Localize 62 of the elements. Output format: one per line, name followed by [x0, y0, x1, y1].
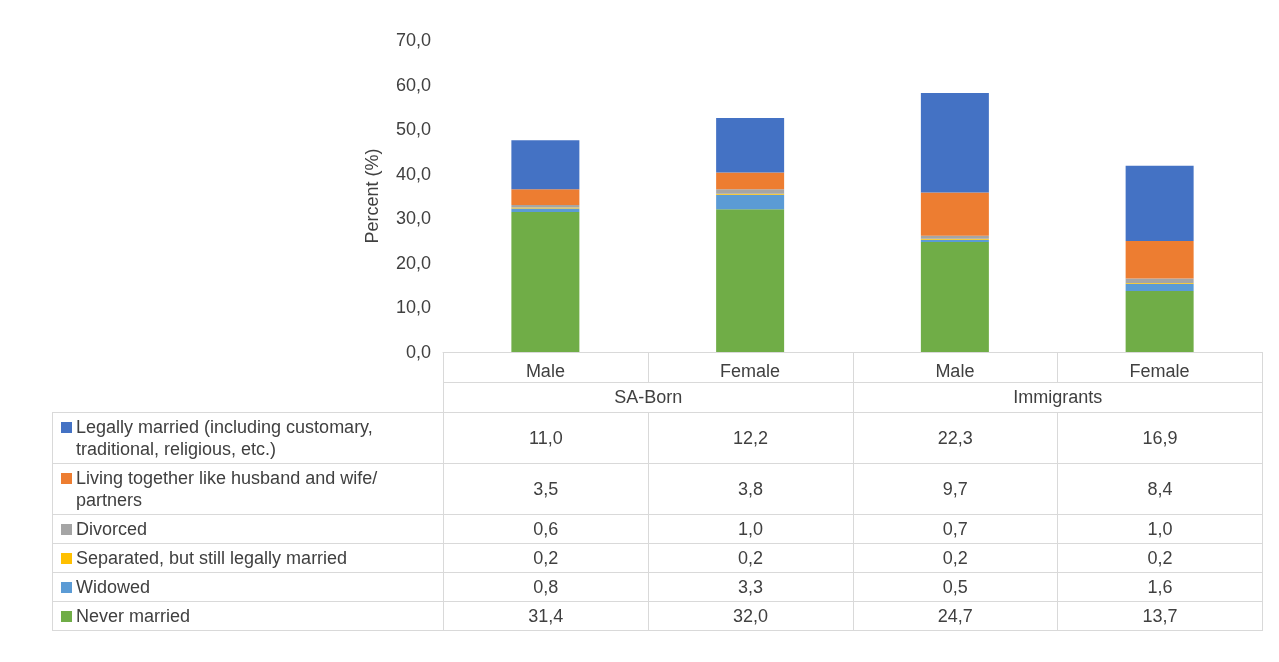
text: SA-Born — [443, 382, 853, 412]
data-label: 0,5 — [853, 572, 1058, 601]
legend-label: Separated, but still legally married — [76, 546, 348, 569]
bar — [1125, 278, 1194, 283]
y-tick-label: 60,0 — [395, 74, 431, 95]
data-label: 1,0 — [1057, 514, 1263, 543]
data-label: 8,4 — [1057, 463, 1263, 514]
bar — [511, 208, 580, 213]
y-tick-label: 70,0 — [395, 30, 431, 50]
data-label: 1,6 — [1057, 572, 1263, 601]
x-tick-label: Male — [525, 361, 565, 381]
y-tick-label: 40,0 — [395, 163, 431, 184]
x-tick-label: Female — [720, 361, 781, 381]
data-label: 22,3 — [853, 412, 1058, 463]
bar — [920, 241, 989, 352]
legend-label: Living together like husband and wife/ partners — [76, 466, 379, 511]
data-label: 16,9 — [1057, 412, 1263, 463]
y-axis-title: Percent (%) — [362, 148, 382, 244]
bar — [716, 172, 785, 190]
y-tick-label: 20,0 — [395, 252, 431, 273]
legend-label: Legally married (including customary, traditional, religious, etc.) — [76, 415, 374, 460]
bar — [1125, 290, 1194, 352]
data-label: 0,2 — [1057, 543, 1263, 572]
data-label: 0,2 — [853, 543, 1058, 572]
bar — [920, 192, 989, 236]
bar — [716, 189, 785, 194]
y-tick-label: 10,0 — [395, 297, 431, 318]
y-tick-label: 50,0 — [395, 119, 431, 140]
bar — [716, 194, 785, 210]
data-label: 1,0 — [648, 514, 853, 543]
x-tick-label: Female — [1129, 361, 1190, 381]
data-label: 12,2 — [648, 412, 853, 463]
data-label: 11,0 — [443, 412, 649, 463]
bar — [1125, 241, 1194, 279]
legend-label: Divorced — [76, 517, 148, 540]
bar — [511, 189, 580, 205]
data-label: 31,4 — [443, 601, 649, 630]
data-label: 0,2 — [648, 543, 853, 572]
data-label: 24,7 — [853, 601, 1058, 630]
data-label: 0,8 — [443, 572, 649, 601]
data-label: 0,2 — [443, 543, 649, 572]
bar — [511, 140, 580, 190]
data-label: 3,5 — [443, 463, 649, 514]
data-label: 3,3 — [648, 572, 853, 601]
bar — [511, 212, 580, 352]
y-tick-label: 30,0 — [395, 208, 431, 229]
data-label: 9,7 — [853, 463, 1058, 514]
bar — [920, 93, 989, 193]
legend-label: Never married — [76, 604, 191, 627]
text: Immigrants — [853, 382, 1263, 412]
data-label: 13,7 — [1057, 601, 1263, 630]
data-label: 0,6 — [443, 514, 649, 543]
data-label: 0,7 — [853, 514, 1058, 543]
legend-label: Widowed — [76, 575, 151, 598]
bar — [1125, 165, 1194, 242]
data-label: 3,8 — [648, 463, 853, 514]
bar — [716, 118, 785, 173]
bar — [716, 209, 785, 352]
bar — [1125, 283, 1194, 291]
y-tick-label: 0,0 — [405, 342, 431, 362]
data-label: 32,0 — [648, 601, 853, 630]
x-tick-label: Male — [935, 361, 975, 381]
